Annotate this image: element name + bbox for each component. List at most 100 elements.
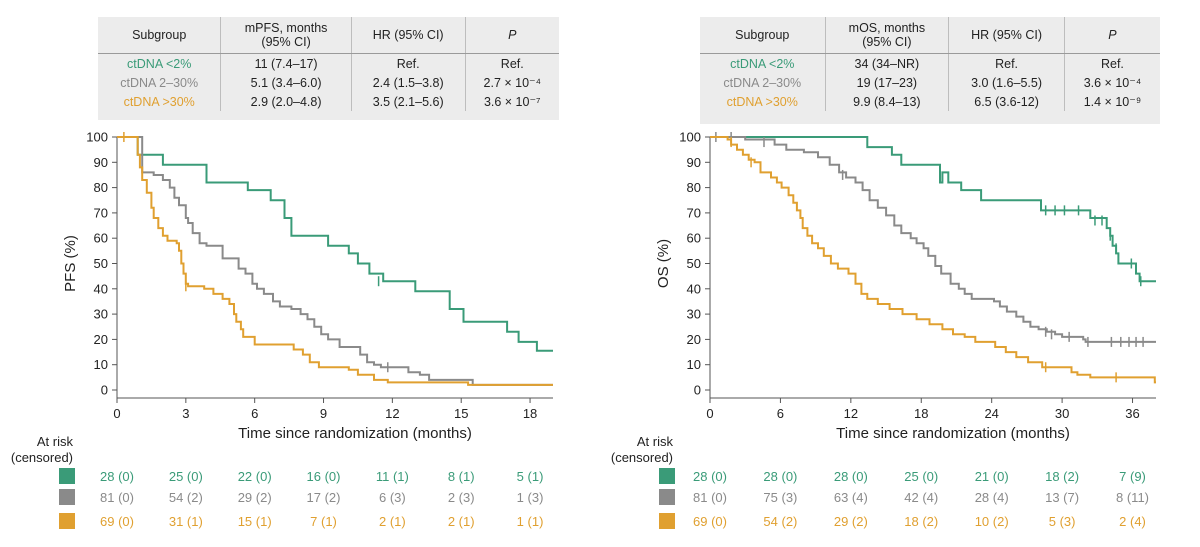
table-header-row: Subgroup mPFS, months (95% CI) HR (95% C…	[98, 17, 559, 54]
y-tick-label: 50	[687, 256, 701, 271]
at-risk-value: 69 (0)	[693, 514, 727, 529]
x-tick-label: 36	[1125, 406, 1139, 421]
at-risk-value: 11 (1)	[376, 469, 409, 484]
risk-swatch-0	[659, 468, 675, 484]
y-tick-label: 20	[687, 332, 701, 347]
risk-swatch-1	[659, 489, 675, 505]
at-risk-value: 75 (3)	[763, 490, 797, 505]
p-cell: 3.6 × 10⁻⁷	[464, 92, 559, 111]
at-risk-value: 13 (7)	[1045, 490, 1079, 505]
at-risk-value: 8 (1)	[448, 469, 475, 484]
table-row: ctDNA >30% 9.9 (8.4–13) 6.5 (3.6-12) 1.4…	[700, 92, 1160, 111]
risk-swatch-1	[59, 489, 75, 505]
x-tick-label: 9	[320, 406, 327, 421]
y-tick-label: 30	[94, 307, 108, 322]
y-tick-label: 70	[94, 205, 108, 220]
risk-label-line: (censored)	[611, 450, 673, 465]
table-header-row: Subgroup mOS, months (95% CI) HR (95% CI…	[700, 17, 1160, 54]
subgroup-cell: ctDNA >30%	[726, 94, 798, 109]
y-tick-label: 60	[94, 231, 108, 246]
y-tick-label: 40	[687, 281, 701, 296]
at-risk-value: 22 (0)	[238, 469, 272, 484]
x-tick-label: 24	[984, 406, 998, 421]
table-row: ctDNA <2% 34 (34–NR) Ref. Ref.	[700, 53, 1160, 73]
hr-cell: 6.5 (3.6-12)	[948, 92, 1065, 111]
x-tick-label: 12	[385, 406, 399, 421]
at-risk-value: 28 (0)	[763, 469, 797, 484]
y-tick-label: 0	[101, 383, 108, 398]
header-median: mPFS, months (95% CI)	[220, 17, 352, 54]
at-risk-value: 54 (2)	[169, 490, 203, 505]
x-tick-label: 18	[523, 406, 537, 421]
at-risk-value: 7 (9)	[1119, 469, 1146, 484]
hr-cell: Ref.	[948, 53, 1065, 73]
risk-swatch-0	[59, 468, 75, 484]
x-tick-label: 12	[844, 406, 858, 421]
header-subgroup: Subgroup	[700, 17, 826, 54]
at-risk-value: 25 (0)	[904, 469, 938, 484]
x-tick-label: 18	[914, 406, 928, 421]
at-risk-value: 81 (0)	[100, 490, 134, 505]
series-line-2	[710, 136, 1156, 384]
header-hr: HR (95% CI)	[948, 17, 1065, 54]
table-row: ctDNA >30% 2.9 (2.0–4.8) 3.5 (2.1–5.6) 3…	[98, 92, 559, 111]
y-tick-label: 100	[86, 130, 108, 145]
y-tick-label: 10	[687, 357, 701, 372]
at-risk-value: 25 (0)	[169, 469, 203, 484]
at-risk-value: 15 (1)	[238, 514, 272, 529]
median-cell: 34 (34–NR)	[824, 53, 949, 73]
pfs-panel: Subgroup mPFS, months (95% CI) HR (95% C…	[11, 17, 559, 529]
at-risk-value: 16 (0)	[307, 469, 341, 484]
at-risk-value: 8 (11)	[1116, 490, 1149, 505]
header-p: P	[464, 17, 559, 54]
at-risk-value: 28 (0)	[100, 469, 134, 484]
at-risk-value: 31 (1)	[169, 514, 203, 529]
x-tick-label: 0	[113, 406, 120, 421]
series-line-1	[117, 136, 553, 386]
header-hr: HR (95% CI)	[350, 17, 466, 54]
y-tick-label: 70	[687, 205, 701, 220]
at-risk-value: 18 (2)	[1045, 469, 1079, 484]
median-cell: 2.9 (2.0–4.8)	[220, 92, 352, 111]
x-tick-label: 3	[182, 406, 189, 421]
p-cell: 1.4 × 10⁻⁹	[1063, 92, 1160, 111]
y-tick-label: 20	[94, 332, 108, 347]
at-risk-value: 29 (2)	[834, 514, 868, 529]
at-risk-value: 69 (0)	[100, 514, 134, 529]
table-row: ctDNA <2% 11 (7.4–17) Ref. Ref.	[98, 53, 559, 73]
hr-cell: 3.5 (2.1–5.6)	[350, 92, 466, 111]
y-tick-label: 40	[94, 281, 108, 296]
risk-label-line: (censored)	[11, 450, 73, 465]
at-risk-value: 10 (2)	[975, 514, 1009, 529]
header-p: P	[1063, 17, 1160, 54]
y-tick-label: 50	[94, 256, 108, 271]
x-tick-label: 6	[777, 406, 784, 421]
at-risk-value: 2 (1)	[379, 514, 406, 529]
at-risk-value: 1 (1)	[517, 514, 544, 529]
hr-cell: 2.4 (1.5–3.8)	[350, 73, 466, 92]
at-risk-value: 1 (3)	[517, 490, 544, 505]
series-line-0	[710, 136, 1156, 283]
x-tick-label: 6	[251, 406, 258, 421]
median-cell: 9.9 (8.4–13)	[824, 92, 949, 111]
at-risk-value: 28 (4)	[975, 490, 1009, 505]
x-tick-label: 30	[1055, 406, 1069, 421]
risk-label-line: At risk	[637, 434, 674, 449]
pfs-km-plot: 0 10 20 30 40 50 60 70 80 90 100 0 3 6 9 12 15 18 PFS (%) T…	[11, 130, 553, 529]
at-risk-value: 2 (3)	[448, 490, 475, 505]
p-cell: Ref.	[1063, 53, 1160, 73]
median-cell: 19 (17–23)	[824, 73, 949, 92]
header-subgroup: Subgroup	[98, 17, 221, 54]
at-risk-value: 2 (1)	[448, 514, 475, 529]
y-tick-label: 30	[687, 307, 701, 322]
at-risk-value: 81 (0)	[693, 490, 727, 505]
os-panel: Subgroup mOS, months (95% CI) HR (95% CI…	[600, 0, 1200, 547]
risk-swatch-2	[59, 513, 75, 529]
at-risk-value: 5 (1)	[517, 469, 544, 484]
y-tick-label: 90	[94, 155, 108, 170]
y-tick-label: 10	[94, 357, 108, 372]
series-line-2	[117, 136, 553, 386]
hr-cell: 3.0 (1.6–5.5)	[948, 73, 1065, 92]
at-risk-value: 7 (1)	[310, 514, 337, 529]
at-risk-value: 18 (2)	[904, 514, 938, 529]
